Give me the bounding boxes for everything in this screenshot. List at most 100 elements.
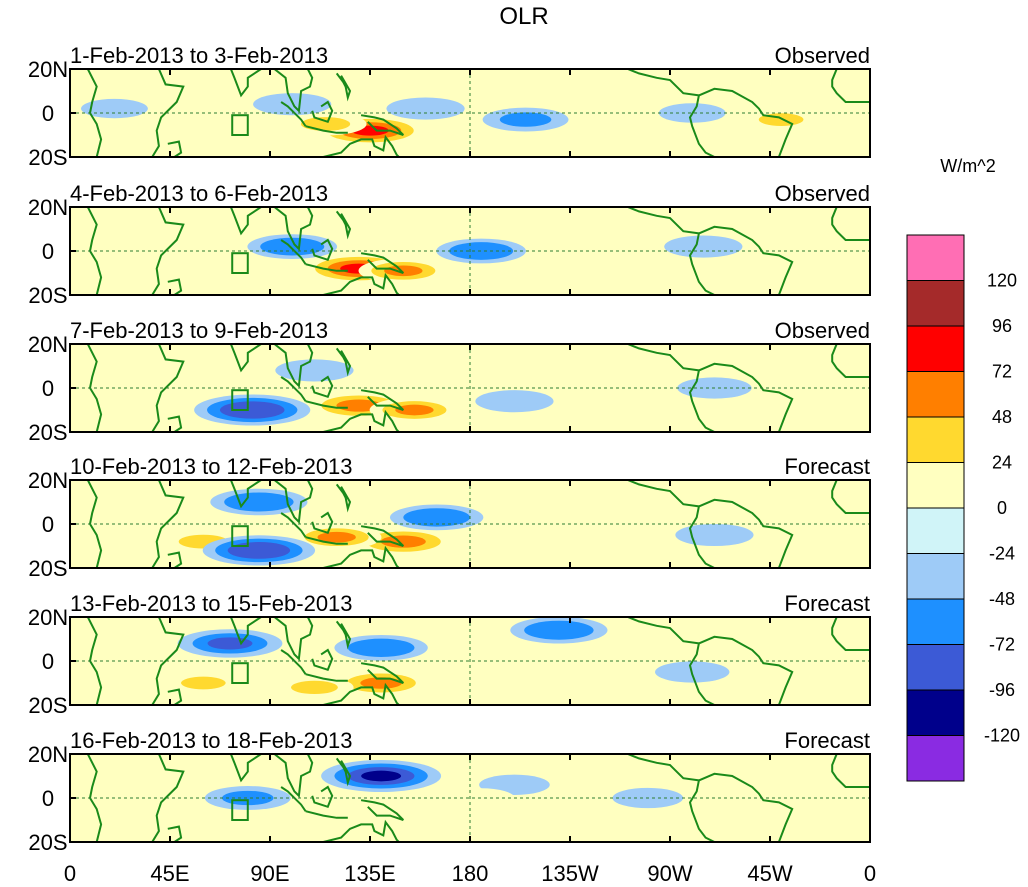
panel-6: 20N 0 20S 16-Feb-2013 to 18-Feb-2013 Forecas… (28, 728, 871, 855)
lat-tick-label: 20N (28, 195, 68, 220)
region-box (231, 799, 249, 821)
colorbar-box (906, 280, 965, 327)
lon-tick-label: 135E (344, 861, 395, 886)
coastline (698, 635, 794, 705)
colorbar-label: 48 (992, 407, 1012, 427)
panel-kind-label: Forecast (784, 454, 870, 479)
anomaly-contour (361, 770, 402, 782)
anomaly-field (169, 760, 793, 830)
lat-tick-label: 20S (28, 693, 67, 718)
coastline (305, 125, 348, 134)
colorbar-box (906, 644, 965, 691)
panel-period-label: 10-Feb-2013 to 12-Feb-2013 (70, 454, 353, 479)
colorbar-box (906, 325, 965, 372)
figure-title: OLR (499, 3, 548, 30)
panel-kind-label: Forecast (784, 728, 870, 753)
lat-tick-label: 0 (42, 786, 54, 811)
lon-tick-label: 90W (647, 861, 692, 886)
coastline (311, 375, 334, 399)
coastline (831, 344, 870, 378)
panel-kind-label: Forecast (784, 591, 870, 616)
anomaly-contour (756, 531, 828, 552)
colorbar-label: -120 (984, 726, 1020, 746)
anomaly-field (162, 488, 828, 566)
anomaly-contour (384, 265, 423, 277)
coastline (273, 480, 314, 524)
coastline (311, 100, 334, 124)
anomaly-contour (169, 810, 237, 830)
panel-period-label: 16-Feb-2013 to 18-Feb-2013 (70, 728, 353, 753)
colorbar-label: -96 (989, 680, 1015, 700)
anomaly-contour (238, 496, 280, 508)
coastline (196, 480, 262, 509)
anomaly-contour (461, 245, 501, 257)
lon-tick-label: 135W (541, 861, 599, 886)
coastline (273, 207, 314, 251)
lat-tick-label: 20N (28, 57, 68, 82)
coastline (70, 617, 103, 705)
coastline (360, 525, 405, 547)
coastline (323, 134, 400, 157)
lon-tick-label: 0 (64, 861, 76, 886)
anomaly-contour (725, 810, 793, 830)
lat-tick-label: 20S (28, 145, 67, 170)
panel-kind-label: Observed (775, 43, 870, 68)
lon-tick-label: 45E (150, 861, 189, 886)
coastline (831, 617, 870, 651)
anomaly-contour (290, 680, 338, 695)
coastline (831, 207, 870, 241)
anomaly-contour (679, 239, 727, 254)
anomaly-contour (425, 125, 493, 145)
coastline (627, 207, 715, 295)
anomaly-contour (240, 545, 278, 556)
lon-tick-label: 45W (747, 861, 792, 886)
anomaly-contour (290, 363, 338, 378)
coastline (70, 207, 103, 295)
anomaly-contour (395, 404, 434, 416)
lat-tick-label: 0 (42, 512, 54, 537)
coastline (627, 754, 715, 842)
coastline (167, 415, 183, 432)
coastline (323, 819, 400, 842)
coastline (323, 545, 400, 568)
coastline (323, 272, 400, 295)
coastline (196, 754, 262, 783)
anomaly-contour (380, 535, 426, 548)
coastline (360, 252, 405, 274)
panel-period-label: 4-Feb-2013 to 6-Feb-2013 (70, 181, 328, 206)
coastline (273, 617, 314, 661)
anomaly-contour (70, 245, 139, 266)
lat-tick-label: 20S (28, 556, 67, 581)
lat-tick-label: 0 (42, 101, 54, 126)
coastline (70, 69, 103, 157)
coastline (167, 551, 183, 568)
lat-tick-label: 20N (28, 605, 68, 630)
coastline (335, 210, 352, 240)
coastline (196, 207, 262, 236)
coastline (360, 799, 405, 821)
colorbar-box (906, 234, 965, 281)
anomaly-contour (201, 256, 272, 277)
coastline (335, 620, 352, 650)
lat-tick-label: 20S (28, 283, 67, 308)
coastline (196, 344, 262, 373)
coastline (273, 69, 314, 113)
colorbar-units: W/m^2 (940, 156, 995, 176)
coastline (335, 72, 352, 102)
panel-4: 20N 0 20S 10-Feb-2013 to 12-Feb-2013 Forecas… (28, 454, 871, 581)
colorbar-label: 0 (997, 498, 1007, 518)
coastline (698, 362, 794, 432)
coastline (273, 754, 314, 798)
coastline (627, 69, 715, 157)
coastline (323, 682, 400, 705)
coastline (360, 389, 405, 411)
anomaly-contour (222, 790, 274, 806)
panel-2: 20N 0 20S 4-Feb-2013 to 6-Feb-2013 Observed (28, 181, 871, 308)
coastline (167, 825, 183, 842)
colorbar: W/m^2 120 96 72 48 24 0 -24 -48 -72 -96 -120 (906, 156, 1020, 782)
colorbar-label: -72 (989, 635, 1015, 655)
longitude-axis: 0 45E 90E 135E 180 135W 90W 45W 0 (64, 861, 876, 886)
coastline (831, 69, 870, 103)
anomaly-contour (416, 511, 457, 523)
